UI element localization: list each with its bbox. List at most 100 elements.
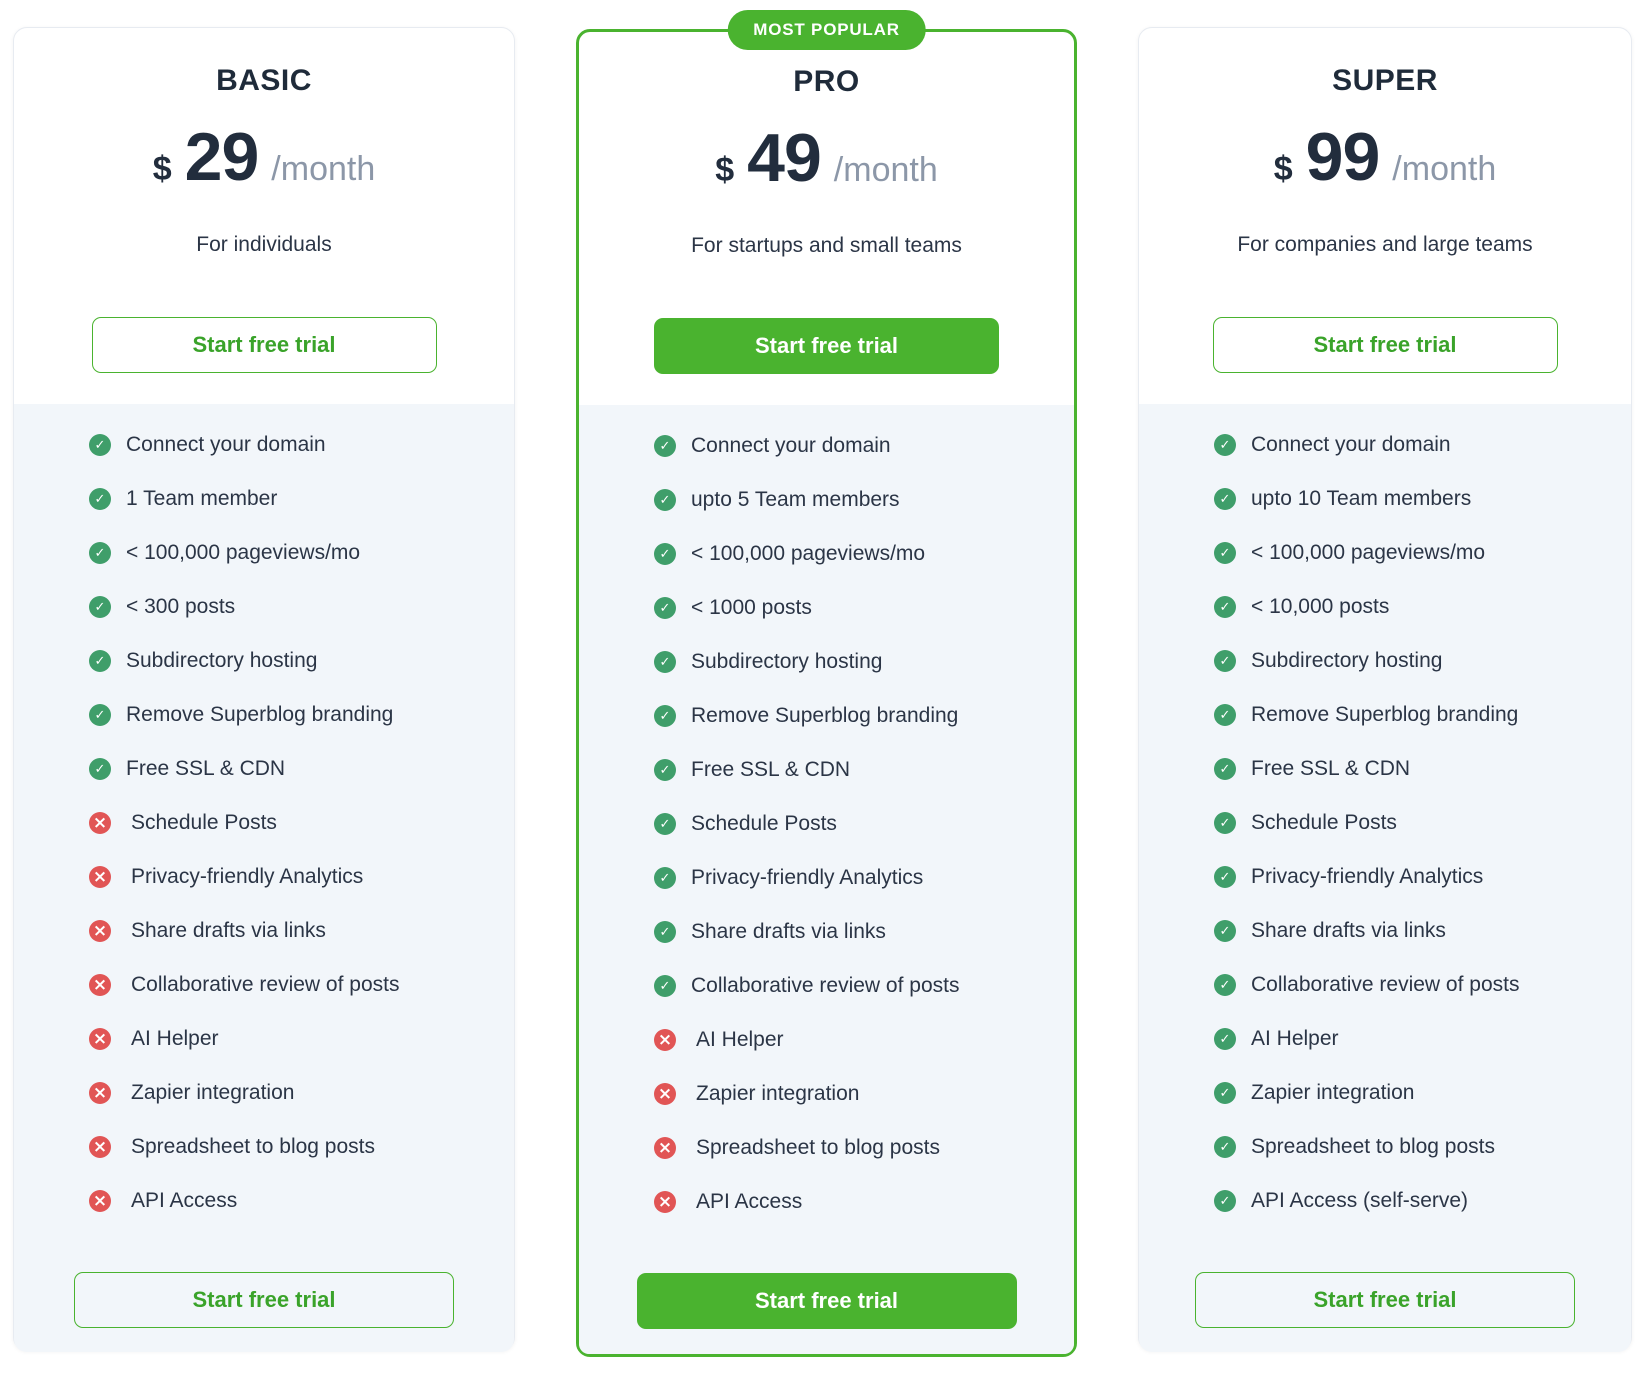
plan-name: PRO xyxy=(793,65,860,98)
check-icon: ✓ xyxy=(89,596,111,618)
check-icon: ✓ xyxy=(1214,866,1236,888)
feature-list: ✓×Connect your domain ✓×upto 10 Team mem… xyxy=(1139,418,1631,1228)
feature-label: upto 5 Team members xyxy=(691,488,900,511)
feature-row: ✓×Connect your domain xyxy=(89,418,494,472)
feature-label: Subdirectory hosting xyxy=(691,650,883,673)
price-period: /month xyxy=(1392,150,1497,188)
check-icon: ✓ xyxy=(1214,434,1236,456)
feature-row: ✓×Zapier integration xyxy=(1214,1066,1611,1120)
check-icon: ✓ xyxy=(1214,1190,1236,1212)
check-icon: ✓ xyxy=(654,435,676,457)
check-icon: ✓ xyxy=(1214,758,1236,780)
feature-row: ✓×upto 10 Team members xyxy=(1214,472,1611,526)
cross-icon: × xyxy=(89,1136,111,1158)
price-amount: 49 xyxy=(747,120,822,196)
cross-icon: × xyxy=(654,1137,676,1159)
feature-row: ✓×API Access (self-serve) xyxy=(1214,1174,1611,1228)
feature-row: ✓×Remove Superblog branding xyxy=(89,688,494,742)
feature-label: Connect your domain xyxy=(126,433,326,456)
plan-audience: For companies and large teams xyxy=(1237,233,1533,256)
feature-label: Schedule Posts xyxy=(691,812,837,835)
feature-row: ✓×Connect your domain xyxy=(1214,418,1611,472)
plan-price: $ 49 /month xyxy=(579,122,1074,194)
feature-label: < 1000 posts xyxy=(691,596,812,619)
check-icon: ✓ xyxy=(89,488,111,510)
plan-header-basic: BASIC $ 29 /month For individuals Start … xyxy=(14,28,514,404)
check-icon: ✓ xyxy=(654,543,676,565)
plan-card-pro-wrapper: MOST POPULAR PRO $ 49 /month For startup… xyxy=(576,10,1077,1357)
cross-icon: × xyxy=(654,1083,676,1105)
feature-label: Spreadsheet to blog posts xyxy=(1251,1135,1496,1158)
cross-icon: × xyxy=(89,1028,111,1050)
plan-name: BASIC xyxy=(216,64,312,97)
feature-row: ✓×< 100,000 pageviews/mo xyxy=(654,527,1054,581)
feature-row: ✓×Privacy-friendly Analytics xyxy=(654,851,1054,905)
start-free-trial-button-bottom[interactable]: Start free trial xyxy=(1195,1272,1575,1328)
start-free-trial-button-bottom[interactable]: Start free trial xyxy=(74,1272,454,1328)
start-free-trial-button-top[interactable]: Start free trial xyxy=(1212,317,1558,373)
cross-icon: × xyxy=(654,1191,676,1213)
check-icon: ✓ xyxy=(89,434,111,456)
feature-row: ✓×Spreadsheet to blog posts xyxy=(1214,1120,1611,1174)
feature-row: ✓×Remove Superblog branding xyxy=(1214,688,1611,742)
price-currency: $ xyxy=(1273,150,1293,188)
feature-label: Free SSL & CDN xyxy=(691,758,851,781)
feature-label: Connect your domain xyxy=(691,434,891,457)
feature-row: ✓×Spreadsheet to blog posts xyxy=(654,1121,1054,1175)
most-popular-badge: MOST POPULAR xyxy=(727,10,926,50)
price-currency: $ xyxy=(152,150,172,188)
check-icon: ✓ xyxy=(654,975,676,997)
feature-label: Privacy-friendly Analytics xyxy=(691,866,924,889)
start-free-trial-button-bottom[interactable]: Start free trial xyxy=(636,1273,1017,1329)
feature-label: upto 10 Team members xyxy=(1251,487,1472,510)
plan-features-super: ✓×Connect your domain ✓×upto 10 Team mem… xyxy=(1139,404,1631,1352)
feature-label: < 100,000 pageviews/mo xyxy=(691,542,926,565)
plan-audience: For startups and small teams xyxy=(691,234,962,257)
check-icon: ✓ xyxy=(654,705,676,727)
feature-label: AI Helper xyxy=(696,1028,784,1051)
feature-row: ✓×API Access xyxy=(89,1174,494,1228)
cross-icon: × xyxy=(89,974,111,996)
feature-row: ✓×< 10,000 posts xyxy=(1214,580,1611,634)
feature-row: ✓×Free SSL & CDN xyxy=(1214,742,1611,796)
feature-label: Privacy-friendly Analytics xyxy=(131,865,364,888)
feature-row: ✓×Share drafts via links xyxy=(89,904,494,958)
feature-label: < 100,000 pageviews/mo xyxy=(1251,541,1486,564)
feature-row: ✓×Remove Superblog branding xyxy=(654,689,1054,743)
feature-row: ✓×Share drafts via links xyxy=(1214,904,1611,958)
check-icon: ✓ xyxy=(654,921,676,943)
feature-list: ✓×Connect your domain ✓×1 Team member ✓×… xyxy=(14,418,514,1228)
check-icon: ✓ xyxy=(1214,1028,1236,1050)
price-period: /month xyxy=(271,150,376,188)
feature-label: Remove Superblog branding xyxy=(691,704,959,727)
start-free-trial-button-top[interactable]: Start free trial xyxy=(654,318,999,374)
check-icon: ✓ xyxy=(1214,704,1236,726)
feature-row: ✓×Spreadsheet to blog posts xyxy=(89,1120,494,1174)
feature-label: API Access xyxy=(696,1190,803,1213)
feature-label: Share drafts via links xyxy=(1251,919,1446,942)
feature-label: Collaborative review of posts xyxy=(1251,973,1520,996)
check-icon: ✓ xyxy=(654,489,676,511)
feature-label: Schedule Posts xyxy=(1251,811,1397,834)
price-amount: 29 xyxy=(184,119,260,195)
feature-row: ✓×Collaborative review of posts xyxy=(654,959,1054,1013)
feature-row: ✓×Collaborative review of posts xyxy=(89,958,494,1012)
feature-row: ✓×Collaborative review of posts xyxy=(1214,958,1611,1012)
feature-row: ✓×Free SSL & CDN xyxy=(654,743,1054,797)
plan-price: $ 29 /month xyxy=(14,121,514,193)
feature-row: ✓×AI Helper xyxy=(1214,1012,1611,1066)
feature-row: ✓×< 100,000 pageviews/mo xyxy=(89,526,494,580)
feature-row: ✓×Schedule Posts xyxy=(89,796,494,850)
feature-list: ✓×Connect your domain ✓×upto 5 Team memb… xyxy=(579,419,1074,1229)
feature-label: Free SSL & CDN xyxy=(1251,757,1411,780)
feature-label: Zapier integration xyxy=(1251,1081,1415,1104)
feature-row: ✓×Privacy-friendly Analytics xyxy=(1214,850,1611,904)
cross-icon: × xyxy=(89,1082,111,1104)
feature-row: ✓×Share drafts via links xyxy=(654,905,1054,959)
feature-label: API Access xyxy=(131,1189,238,1212)
feature-row: ✓×upto 5 Team members xyxy=(654,473,1054,527)
price-amount: 99 xyxy=(1305,119,1381,195)
start-free-trial-button-top[interactable]: Start free trial xyxy=(91,317,437,373)
check-icon: ✓ xyxy=(654,867,676,889)
plan-card-basic: BASIC $ 29 /month For individuals Start … xyxy=(13,27,515,1352)
